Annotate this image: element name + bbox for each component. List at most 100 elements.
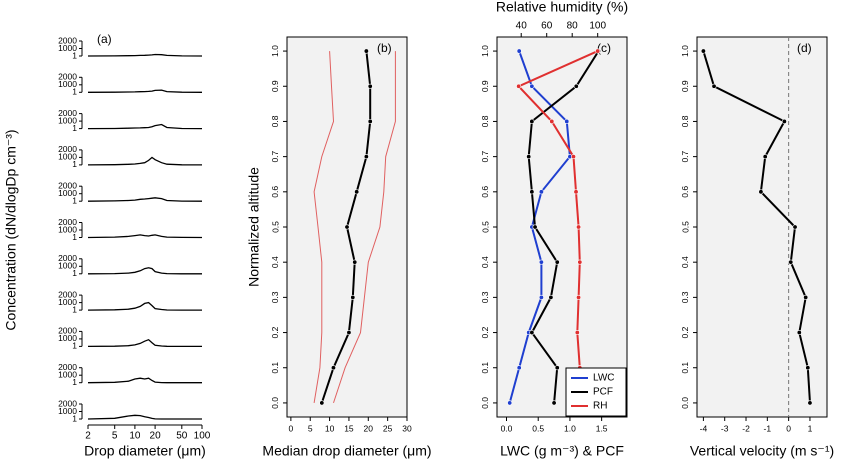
y-tick-label: 1 xyxy=(72,413,77,423)
legend-label: RH xyxy=(593,401,607,412)
y-tick-label: 1 xyxy=(72,341,77,351)
y-axis-label: Normalized altitude xyxy=(246,167,262,287)
y-tick-label: 1000 xyxy=(58,115,77,125)
plot-area xyxy=(696,36,828,418)
x-tick-label: 0.0 xyxy=(501,423,513,433)
x2-tick-label: 60 xyxy=(541,21,553,32)
size-distribution xyxy=(87,156,203,166)
y-tick-label: 2000 xyxy=(58,72,77,82)
y-tick-label: 1 xyxy=(72,123,77,133)
marker xyxy=(516,365,522,371)
size-distribution xyxy=(87,301,202,311)
marker xyxy=(367,83,373,89)
size-distribution xyxy=(87,53,203,57)
x-tick-label: 15 xyxy=(344,423,354,433)
x-axis-label: LWC (g m⁻³) & PCF xyxy=(500,443,624,459)
marker xyxy=(758,189,764,195)
y-tick-label: 1 xyxy=(72,304,77,314)
y-tick-label: 1 xyxy=(72,232,77,242)
plot-area xyxy=(496,36,628,418)
x-tick-label: 5 xyxy=(112,431,118,442)
y-tick-label: 0.7 xyxy=(480,150,490,162)
x-axis-label: Drop diameter (μm) xyxy=(84,443,206,459)
marker xyxy=(538,294,544,300)
marker xyxy=(595,48,601,54)
marker xyxy=(330,365,336,371)
y-tick-label: 2000 xyxy=(58,362,77,372)
y-tick-label: 0.1 xyxy=(270,362,280,374)
marker xyxy=(554,365,560,371)
y-tick-label: 1000 xyxy=(58,261,77,271)
marker xyxy=(529,189,535,195)
y-tick-label: 0.1 xyxy=(480,362,490,374)
size-distribution xyxy=(87,377,202,384)
y-tick-label: 1000 xyxy=(58,333,77,343)
marker xyxy=(805,365,811,371)
x-tick-label: 0.5 xyxy=(532,423,544,433)
x-tick-label: 25 xyxy=(383,423,393,433)
marker xyxy=(529,83,535,89)
y-tick-label: 1000 xyxy=(58,224,77,234)
x-tick-label: 50 xyxy=(176,431,188,442)
y-tick-label: 1000 xyxy=(58,297,77,307)
marker xyxy=(792,224,798,230)
marker xyxy=(574,330,580,336)
marker xyxy=(554,259,560,265)
marker xyxy=(807,400,813,406)
y-tick-label: 0.2 xyxy=(270,326,280,338)
y-tick-label: 1.0 xyxy=(480,45,490,57)
y-tick-label: 2000 xyxy=(58,289,77,299)
x-tick-label: -1 xyxy=(764,423,772,433)
marker xyxy=(700,48,706,54)
x-tick-label: 10 xyxy=(129,431,141,442)
marker xyxy=(551,400,557,406)
y-tick-label: 0.0 xyxy=(270,397,280,409)
y-tick-label: 1 xyxy=(72,377,77,387)
y-tick-label: 1000 xyxy=(58,43,77,53)
x-tick-label: -2 xyxy=(742,423,750,433)
y-tick-label: 1000 xyxy=(58,188,77,198)
y-tick-label: 0.5 xyxy=(270,221,280,233)
marker xyxy=(576,224,582,230)
size-distribution xyxy=(87,414,202,420)
marker xyxy=(516,83,522,89)
marker xyxy=(573,189,579,195)
marker xyxy=(564,118,570,124)
y-tick-label: 0.8 xyxy=(680,115,690,127)
y-tick-label: 2000 xyxy=(58,217,77,227)
panel-label: (d) xyxy=(797,41,812,55)
y-tick-label: 1 xyxy=(72,195,77,205)
size-distribution xyxy=(87,234,203,239)
marker xyxy=(526,154,532,160)
x-tick-label: 1.5 xyxy=(596,423,608,433)
marker xyxy=(354,189,360,195)
y-tick-label: 0.8 xyxy=(480,115,490,127)
x-tick-label: 1 xyxy=(808,423,813,433)
y-tick-label: 2000 xyxy=(58,180,77,190)
size-distribution xyxy=(87,89,203,93)
x2-tick-label: 40 xyxy=(516,21,528,32)
size-distribution xyxy=(87,267,202,275)
x-axis-label: Median drop diameter (μm) xyxy=(262,443,431,459)
marker xyxy=(711,83,717,89)
y-tick-label: 0.5 xyxy=(680,221,690,233)
y-tick-label: 0.2 xyxy=(680,326,690,338)
x-tick-label: -3 xyxy=(721,423,729,433)
y-tick-label: 0.6 xyxy=(480,186,490,198)
marker xyxy=(781,118,787,124)
y-tick-label: 1 xyxy=(72,50,77,60)
marker xyxy=(573,83,579,89)
y-tick-label: 0.0 xyxy=(480,397,490,409)
marker xyxy=(538,259,544,265)
x-tick-label: 20 xyxy=(364,423,374,433)
marker xyxy=(803,294,809,300)
y-tick-label: 2000 xyxy=(58,398,77,408)
x-tick-label: 30 xyxy=(402,423,412,433)
y-tick-label: 1 xyxy=(72,159,77,169)
x-tick-label: 1.0 xyxy=(564,423,576,433)
y-tick-label: 0.9 xyxy=(480,80,490,92)
y-tick-label: 0.3 xyxy=(270,291,280,303)
y-tick-label: 0.6 xyxy=(680,186,690,198)
y-tick-label: 0.7 xyxy=(270,150,280,162)
